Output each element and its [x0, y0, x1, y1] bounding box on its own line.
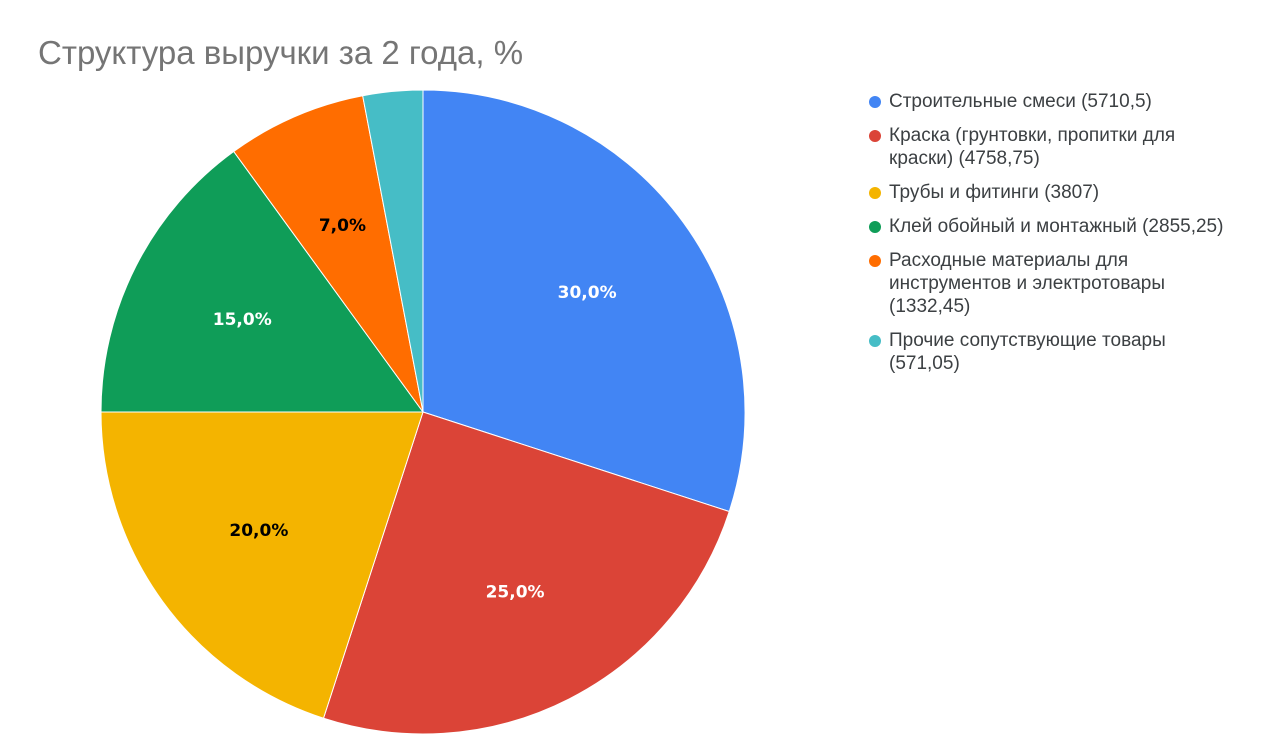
chart-legend: Строительные смеси (5710,5) Краска (грунт… [869, 90, 1239, 386]
legend-swatch-4 [869, 255, 881, 267]
legend-item-5: Прочие сопутствующие товары (571,05) [869, 329, 1239, 375]
legend-label-2: Трубы и фитинги (3807) [889, 182, 1100, 203]
legend-item-1: Краска (грунтовки, пропитки для краски) … [869, 124, 1239, 170]
legend-item-3: Клей обойный и монтажный (2855,25) [869, 215, 1239, 238]
legend-label-4: Расходные материалы для инструментов и э… [889, 250, 1165, 317]
legend-item-2: Трубы и фитинги (3807) [869, 181, 1239, 204]
legend-swatch-2 [869, 187, 881, 199]
pie-slice-labels: 30,0% 25,0% 20,0% 15,0% 7,0% [213, 216, 617, 603]
pie-slice-3 [100, 150, 424, 413]
legend-label-5: Прочие сопутствующие товары (571,05) [889, 330, 1166, 374]
slice-label-0: 30,0% [558, 283, 617, 303]
legend-item-0: Строительные смеси (5710,5) [869, 90, 1239, 113]
legend-swatch-3 [869, 221, 881, 233]
legend-label-1: Краска (грунтовки, пропитки для краски) … [889, 125, 1176, 169]
chart-title: Структура выручки за 2 года, % [38, 34, 524, 71]
legend-label-0: Строительные смеси (5710,5) [889, 91, 1152, 112]
pie-slice-4 [233, 95, 424, 413]
pie-slice-5 [362, 89, 424, 413]
legend-label-3: Клей обойный и монтажный (2855,25) [889, 216, 1224, 237]
legend-swatch-5 [869, 335, 881, 347]
slice-label-1: 25,0% [486, 583, 545, 603]
slice-label-4: 7,0% [319, 216, 366, 236]
legend-item-4: Расходные материалы для инструментов и э… [869, 249, 1239, 318]
pie-slices [100, 89, 746, 735]
slice-label-2: 20,0% [229, 521, 288, 541]
legend-swatch-1 [869, 130, 881, 142]
pie-slice-1 [322, 411, 730, 735]
legend-swatch-0 [869, 96, 881, 108]
pie-slice-2 [100, 411, 424, 719]
slice-label-3: 15,0% [213, 310, 272, 330]
pie-slice-0 [422, 89, 746, 513]
